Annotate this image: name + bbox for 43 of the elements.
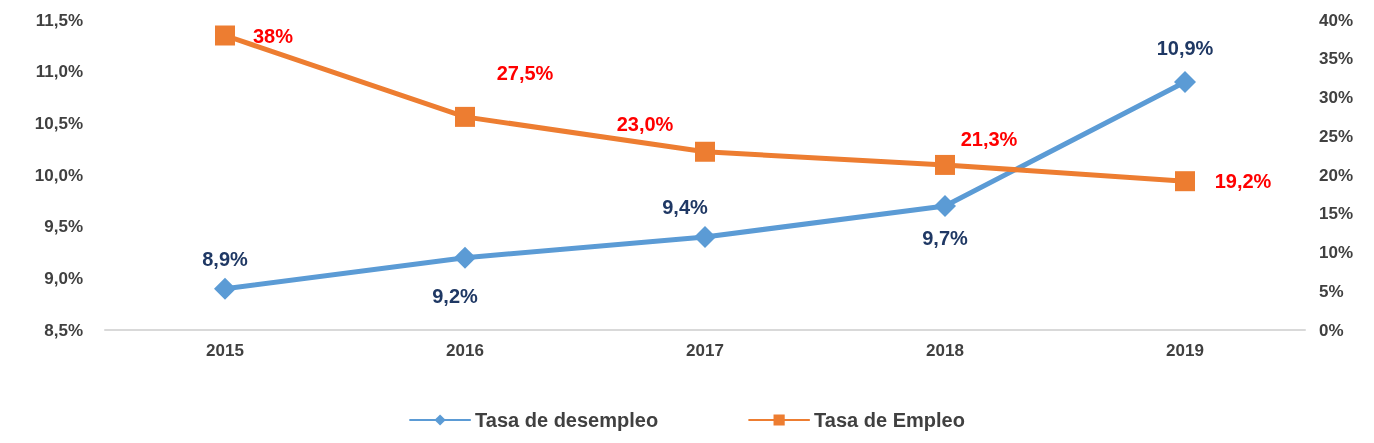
y-tick-label: 11,5% xyxy=(35,10,83,30)
y-tick-label: 8,5% xyxy=(44,320,83,340)
y2-tick-label: 30% xyxy=(1319,88,1354,107)
point xyxy=(215,25,235,46)
y2-tick-label: 0% xyxy=(1319,320,1344,340)
y-tick-label: 10,5% xyxy=(34,113,83,133)
point xyxy=(454,246,476,269)
y2-tick-label: 40% xyxy=(1319,10,1354,30)
y2-tick-label: 35% xyxy=(1319,49,1354,69)
y2-tick-label: 10% xyxy=(1319,243,1354,262)
y-tick-label: 9,0% xyxy=(44,268,83,288)
data-label: 9,4% xyxy=(662,196,709,218)
point xyxy=(935,154,955,175)
legend-label: Tasa de Empleo xyxy=(814,409,965,431)
y2-tick-label: 20% xyxy=(1319,165,1354,185)
point xyxy=(455,106,475,127)
data-label: 10,9% xyxy=(1156,37,1214,59)
data-label: 9,2% xyxy=(432,284,479,307)
data-label: 38% xyxy=(252,24,294,47)
point xyxy=(1175,171,1195,192)
y2-tick-label: 15% xyxy=(1319,204,1354,224)
x-tick-label: 2019 xyxy=(1166,341,1204,360)
y2-tick-label: 25% xyxy=(1319,126,1354,146)
y2-tick-label: 5% xyxy=(1319,281,1344,301)
y-tick-label: 11,0% xyxy=(35,62,83,82)
data-label: 21,3% xyxy=(960,127,1018,150)
point xyxy=(214,277,236,300)
point xyxy=(934,195,956,217)
x-tick-label: 2018 xyxy=(926,341,964,360)
legend-label: Tasa de desempleo xyxy=(475,409,659,431)
point xyxy=(1174,71,1196,93)
data-label: 27,5% xyxy=(496,61,554,84)
point xyxy=(695,141,715,162)
point xyxy=(694,226,716,248)
x-tick-label: 2017 xyxy=(686,341,724,360)
x-tick-label: 2015 xyxy=(206,341,244,360)
data-label: 23,0% xyxy=(616,112,674,135)
x-tick-label: 2016 xyxy=(446,341,484,360)
data-label: 19,2% xyxy=(1214,170,1272,193)
data-label: 8,9% xyxy=(202,247,249,270)
data-label: 9,7% xyxy=(922,227,969,249)
y-tick-label: 10,0% xyxy=(34,165,83,185)
y-tick-label: 9,5% xyxy=(44,217,83,237)
